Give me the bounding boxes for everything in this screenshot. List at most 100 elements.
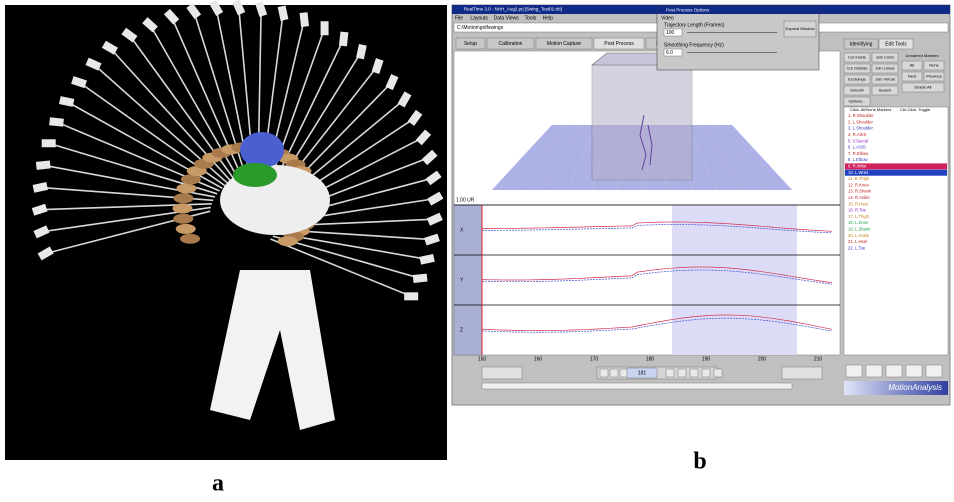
arm-trace — [278, 236, 298, 246]
menu-item: Tools — [525, 15, 537, 21]
field-label: Trajectory Length (Frames) — [664, 22, 725, 28]
frame-number: 181 — [638, 370, 647, 376]
button-label: Options... — [848, 99, 865, 104]
axis-label: Z — [460, 327, 463, 333]
button-label: None — [929, 63, 939, 68]
button-label: Join Virtual — [875, 77, 895, 82]
club-head — [321, 21, 329, 35]
transport-button — [702, 369, 710, 377]
club-head — [49, 117, 64, 126]
club-head — [42, 139, 56, 147]
marker-name: 16. R.Toe — [848, 208, 867, 213]
marker-name: 7. R.Elbow — [848, 151, 869, 156]
button-label: Next — [908, 74, 917, 79]
marker-name: 11. R.Thigh — [848, 176, 870, 181]
arm-trace — [173, 214, 193, 224]
transport-button — [600, 369, 608, 377]
transport-button — [714, 369, 722, 377]
menu-item: Data Views — [494, 15, 520, 21]
range-box — [482, 367, 522, 379]
arm-trace — [174, 193, 194, 203]
button-label: All — [910, 63, 915, 68]
marker-name: 6. L.ASIS — [848, 145, 866, 150]
transport-button — [610, 369, 618, 377]
frame-tick: 150 — [478, 356, 487, 362]
marker-name: 20. L.Ankle — [848, 233, 870, 238]
list-header: Ctrl-Click: Toggle — [900, 107, 931, 112]
button-label: Previous — [926, 74, 942, 79]
tool-icon — [886, 365, 902, 377]
marker-name: 3. L.Shoulder — [848, 126, 874, 131]
tool-icon — [866, 365, 882, 377]
marker-name: 14. R.Ankle — [848, 195, 870, 200]
group-label: Unnamed Markers — [906, 53, 939, 58]
marker-name: 1. R.Shoulder — [848, 113, 874, 118]
menu-item: Help — [543, 15, 554, 21]
tab-label: Post Process — [604, 41, 634, 47]
transport-button — [690, 369, 698, 377]
dialog — [657, 7, 819, 70]
marker-name: 8. L.Elbow — [848, 157, 869, 162]
marker-name: 13. R.Shank — [848, 189, 872, 194]
marker-name: 19. L.Shank — [848, 227, 871, 232]
frame-tick: 200 — [758, 356, 767, 362]
marker-name: 18. L.Knee — [848, 220, 869, 225]
side-tab-label: Edit Tools — [885, 41, 907, 47]
scrollbar — [482, 383, 792, 389]
frame-tick: 210 — [814, 356, 823, 362]
club-head — [300, 12, 309, 27]
club-head — [36, 160, 51, 169]
marker-name: 21. L.Heel — [848, 239, 867, 244]
marker-name: 10. L.Wrist — [848, 170, 869, 175]
transport-button — [666, 369, 674, 377]
tab-label: Motion Capture — [547, 41, 581, 47]
marker-name: 22. L.Toe — [848, 245, 866, 250]
arm-trace — [180, 234, 200, 244]
button-label: Join Linear — [875, 66, 895, 71]
panel-label: b — [693, 449, 706, 475]
marker-name: 15. R.Heel — [848, 201, 868, 206]
shirt — [233, 163, 277, 187]
transport-button — [678, 369, 686, 377]
brand: MotionAnalysis — [888, 383, 942, 392]
field-label: Smoothing Frequency (Hz) — [664, 42, 724, 48]
button-label: Join Cubic — [876, 55, 895, 60]
head — [240, 132, 284, 168]
tab-label: Setup — [464, 41, 477, 47]
list-header: Click: All/None Markers — [850, 107, 891, 112]
button-label: Expand Window — [786, 26, 815, 31]
tool-icon — [906, 365, 922, 377]
button-label: Cut Outside — [846, 66, 868, 71]
button-label: Search — [879, 88, 892, 93]
field-value: 100 — [666, 30, 675, 36]
menu-item: File — [455, 15, 463, 21]
marker-name: 2. L.Shoulder — [848, 119, 874, 124]
marker-name: 5. V.Sacral — [848, 138, 868, 143]
graph-axis-column — [454, 205, 482, 355]
panel-label: a — [212, 471, 224, 497]
club-head — [413, 274, 428, 283]
arm-trace — [176, 224, 196, 234]
arm-trace — [172, 203, 192, 213]
menu-item: Layouts — [470, 15, 488, 21]
range-box — [782, 367, 822, 379]
frame-tick: 180 — [646, 356, 655, 362]
marker-name: 9. R.Wrist — [848, 164, 867, 169]
scale-label: 1.00 UR — [456, 197, 475, 203]
frame-tick: 170 — [590, 356, 599, 362]
marker-name: 12. R.Knee — [848, 182, 870, 187]
figure: a b RealTime 3.0 - NHH_Aug2.prj [Swing_T… — [0, 0, 954, 497]
path-text: C:\Motion\golfswings — [457, 25, 504, 31]
club-head — [404, 292, 418, 300]
frame-tick: 190 — [702, 356, 711, 362]
button-label: Smooth — [850, 88, 864, 93]
tool-icon — [926, 365, 942, 377]
button-label: Delete All — [915, 85, 932, 90]
marker-name: 4. R.ASIS — [848, 132, 867, 137]
window-title: RealTime 3.0 - NHH_Aug2.prj [Swing_Test0… — [464, 7, 562, 12]
club-head — [339, 32, 348, 47]
group-label: Video — [661, 15, 674, 21]
dialog-title: Post Process Options — [666, 8, 710, 13]
panel-b-screenshot: RealTime 3.0 - NHH_Aug2.prj [Swing_Test0… — [452, 5, 950, 405]
arm-trace — [176, 183, 196, 193]
